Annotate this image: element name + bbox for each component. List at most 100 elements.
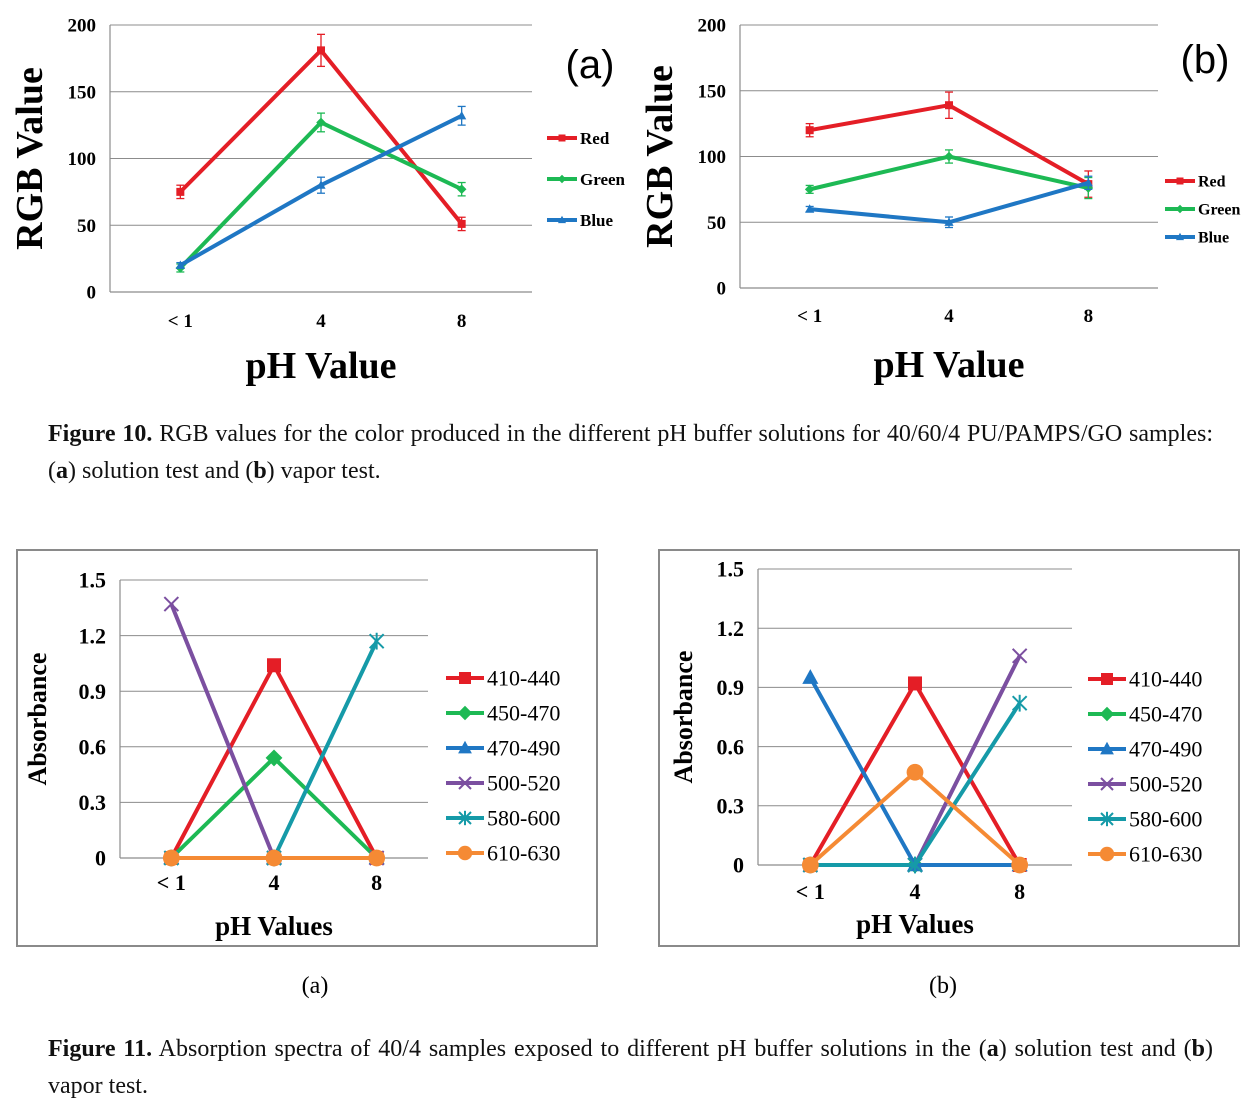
fig10b-legend-item: Blue [1165,230,1229,247]
chart-fig11b: 0 0.3 0.6 0.9 1.2 1.5 < 1 4 8 pH Values Absorbance… [669,557,1202,939]
fig11b-legend-label: 500-520 [1129,772,1202,797]
fig11a-ytick-label: 0 [95,846,106,871]
fig11b-legend-label: 610-630 [1129,842,1202,867]
fig11b-legend-label: 410-440 [1129,667,1202,692]
fig11b-legend-label: 450-470 [1129,702,1202,727]
fig10a-data-point [316,117,326,128]
fig11a-legend-item: 470-490 [446,736,560,761]
figure11-caption: Figure 11. Absorption spectra of 40/4 sa… [48,1031,1213,1105]
fig10b-data-point [944,151,954,162]
fig11b-series-line [809,769,1021,867]
figure11-caption-a: a [986,1036,999,1062]
fig10b-legend-marker [1175,232,1185,241]
fig11a-legend-item: 450-470 [446,701,560,726]
fig11a-xtick-label: 4 [269,870,280,895]
fig11a-data-point [265,749,283,767]
fig11b-data-point [906,763,924,781]
fig11b-data-point [1011,694,1028,712]
fig10b-ytick-label: 0 [717,279,727,300]
fig10a-data-point [457,219,466,228]
fig10b-data-point [1083,178,1093,187]
fig11a-data-point [265,849,283,867]
fig11a-legend-marker [457,845,473,861]
fig10b-xlabel: pH Value [873,344,1024,386]
fig11b-ytick-label: 0.6 [717,734,745,759]
fig11a-xtick-label: 8 [371,870,382,895]
fig11a-legend-item: 580-600 [446,806,560,831]
fig10a-ytick-label: 0 [87,283,97,304]
fig10a-legend-label: Blue [580,211,614,230]
fig11a-legend-marker [458,810,472,826]
fig10a-ytick-label: 150 [68,82,97,103]
fig11b-legend-item: 410-440 [1088,667,1202,692]
fig11b-xlabel: pH Values [856,909,974,939]
fig11a-data-point [267,658,281,673]
fig11a-legend-marker [458,740,472,754]
fig11a-series-line [169,603,377,860]
fig11b-ytick-label: 1.2 [717,616,745,641]
fig11b-ytick-label: 0.3 [717,794,745,819]
fig10b-legend-item: Green [1165,202,1240,219]
fig11a-legend-item: 410-440 [446,666,560,691]
fig11b-data-point [907,856,923,874]
fig11b-legend-marker [1101,673,1113,685]
fig10a-legend-marker [557,174,567,184]
fig10a-legend-item: Blue [547,211,614,230]
fig10b-legend-label: Red [1198,174,1226,191]
fig10b-legend-marker [1176,177,1184,185]
fig11b-ytick-label: 1.5 [717,557,745,582]
figure10-label: Figure 10. [48,421,153,447]
fig11a-legend-label: 500-520 [487,771,560,796]
fig11a-ytick-label: 0.3 [79,790,107,815]
fig11b-legend-item: 450-470 [1088,702,1202,727]
figure11-caption-text-2: ) solution test and ( [998,1036,1192,1062]
figure10-caption: Figure 10. RGB values for the color prod… [48,416,1213,490]
fig11a-ytick-label: 1.5 [79,568,107,593]
fig10b-xtick-label: 4 [944,306,954,327]
fig10b-series-line [809,180,1089,225]
fig11b-legend-marker [1099,706,1115,722]
fig11a-legend-marker [458,776,472,790]
figure10-caption-text-1: RGB values for the color produced in the… [48,421,1213,484]
fig10b-ytick-label: 50 [707,213,726,234]
fig11a-legend-label: 580-600 [487,806,560,831]
fig10a-ytick-label: 100 [68,149,97,170]
fig11a-data-point [162,849,180,867]
fig10b-legend-marker [1175,204,1185,214]
fig10b-legend-item: Red [1165,174,1226,191]
figure11-caption-text-3: ) vapor test. [48,1036,1213,1099]
fig11a-legend-label: 410-440 [487,666,560,691]
fig11b-data-point [1011,856,1029,874]
fig11a-data-point [368,849,386,867]
figure11-caption-b: b [1191,1036,1205,1062]
fig10b-data-point [945,101,953,110]
figure10-caption-text-3: ) vapor test. [266,458,381,484]
fig11b-data-point [801,856,819,874]
fig10a-legend-marker [558,134,566,142]
fig10b-data-point [804,184,815,195]
fig11b-legend-label: 470-490 [1129,737,1202,762]
fig11a-legend-label: 610-630 [487,841,560,866]
fig10a-data-point [175,260,185,269]
figure10-caption-text-2: ) solution test and ( [68,458,254,484]
fig10b-xtick-label: < 1 [797,306,822,327]
fig10b-panel-label: (b) [1181,38,1230,82]
fig11a-legend-marker [459,672,471,684]
fig11b-ytick-label: 0 [733,853,744,878]
fig11b-legend-marker [1099,846,1115,862]
fig11a-data-point [163,596,180,612]
fig10a-legend-label: Green [580,170,626,189]
fig10a-ytick-label: 200 [68,16,97,37]
figure11-sublabel-a: (a) [301,973,329,999]
fig11b-series-line [810,702,1022,867]
fig10b-series-green [804,149,1094,200]
fig10b-ytick-label: 100 [698,147,727,168]
fig11b-ylabel: Absorbance [669,651,698,784]
fig10b-data-point [805,204,815,213]
figure10-caption-a: a [56,458,68,484]
fig10b-legend-label: Green [1198,202,1240,219]
fig11b-ytick-label: 0.9 [717,675,745,700]
fig11b-legend-item: 580-600 [1088,807,1202,832]
fig10b-xtick-label: 8 [1084,306,1094,327]
fig11b-series-610-630 [801,763,1029,874]
